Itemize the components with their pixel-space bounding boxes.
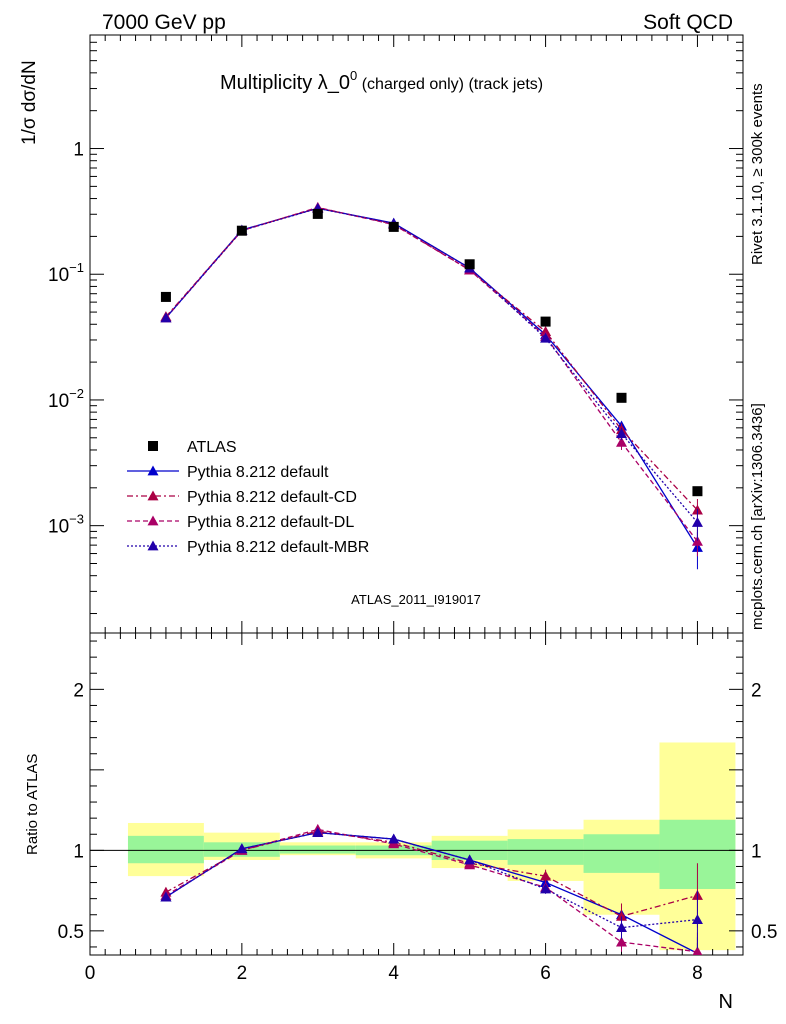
main-ytick-label: 10−1 [48,260,84,286]
ratio-series-point-mbr [388,833,400,844]
x-tick-label: 2 [237,963,248,984]
analysis-label: ATLAS_2011_I919017 [351,592,481,607]
main-series-point-dl [616,436,628,447]
main-data-point-atlas [616,392,627,403]
ratio-series-point-mbr [312,827,324,838]
main-ytick-label-exp: −2 [69,386,84,401]
main-data-point-atlas [540,316,551,327]
x-tick-label: 4 [388,963,399,984]
ratio-series-point-cd [540,870,552,881]
ratio-series-point-mbr [540,883,552,894]
main-series-group [160,201,703,570]
main-ytick-label: 1 [73,140,84,161]
legend-marker-atlas [148,441,158,451]
main-series-point-mbr [691,516,703,527]
legend: ATLAS Pythia 8.212 default Pythia 8.212 de… [127,439,369,556]
ratio-series-point-mbr [160,891,172,902]
main-ytick-label-base: 10 [48,265,69,286]
legend-marker-dl [147,515,159,526]
header-category-label: Soft QCD [643,11,733,34]
legend-marker-default [147,465,159,476]
main-data-point-atlas [236,225,247,236]
ratio-series-point-mbr [691,914,703,924]
main-series-point-mbr [160,312,172,323]
ratio-ytick-label-right: 2 [751,680,762,701]
ratio-band-inner-3 [279,845,356,854]
ratio-ytick-label-right: 1 [751,841,762,862]
ratio-series-line-cd [165,830,698,918]
x-tick-label: 6 [540,963,551,984]
main-ytick-label-base: 10 [48,391,69,412]
ratio-ytick-label-left: 0.5 [58,922,84,943]
legend-label-mbr: Pythia 8.212 default-MBR [187,539,369,556]
ratio-ytick-label-left: 2 [73,680,84,701]
ratio-series-point-dl [616,936,628,947]
header-energy-label: 7000 GeV pp [102,11,226,34]
main-series-point-mbr [616,428,628,438]
plot-title: Multiplicity λ_00 (charged only) (track … [220,68,543,94]
ratio-ytick-label-right: 0.5 [751,922,777,943]
main-ytick-label: 10−3 [48,512,84,538]
legend-label-dl: Pythia 8.212 default-DL [187,514,354,531]
main-ytick-label-base: 10 [48,517,69,538]
x-tick-label: 0 [85,963,96,984]
x-tick-label: 8 [692,963,703,984]
ratio-band-inner-7 [583,834,660,873]
ratio-axes: 0 2 4 6 8 0.5 0.5 1 1 2 2 [58,632,777,984]
ratio-band-inner-6 [507,839,584,865]
ratio-series-line-dl [165,828,698,953]
plot-title-main: Multiplicity λ_0 [220,72,350,94]
mcplots-label: mcplots.cern.ch [arXiv:1306.3436] [749,403,766,630]
main-data-point-atlas [160,291,171,302]
ratio-ylabel: Ratio to ATLAS [24,754,41,855]
main-series-point-dl [691,535,703,546]
main-ytick-label: 10−2 [48,386,84,412]
ratio-series-point-mbr [464,854,476,865]
ratio-series-group [160,823,703,955]
main-series-point-mbr [540,332,552,343]
legend-label-data: ATLAS [187,439,237,456]
xlabel: N [719,991,733,1013]
legend-label-default: Pythia 8.212 default [187,464,329,481]
main-data-point-atlas [464,259,475,270]
main-ylabel: 1/σ dσ/dN [19,60,40,145]
main-ytick-label-exp: −1 [69,260,84,275]
ratio-uncertainty-bands [127,742,736,951]
main-data-point-atlas [692,486,703,497]
main-series-line-mbr [165,207,698,523]
legend-marker-mbr [147,540,159,551]
ratio-series-point-dl [692,946,703,955]
ratio-series-point-cd [616,910,628,921]
rivet-version-label: Rivet 3.1.10, ≥ 300k events [749,83,766,265]
plot-title-suffix: (charged only) (track jets) [357,76,543,93]
ratio-ytick-label-left: 1 [73,841,84,862]
main-data-point-atlas [388,221,399,232]
main-ytick-label-exp: −3 [69,512,84,527]
legend-label-cd: Pythia 8.212 default-CD [187,489,357,506]
ratio-series-point-mbr [616,922,628,933]
main-data-point-atlas [312,208,323,219]
ratio-series-point-mbr [236,843,248,854]
ratio-series-line-default [165,831,698,954]
ratio-band-inner-1 [127,835,204,864]
legend-marker-cd [147,490,159,501]
ratio-frame [89,632,744,956]
plot-title-sup: 0 [350,68,357,83]
